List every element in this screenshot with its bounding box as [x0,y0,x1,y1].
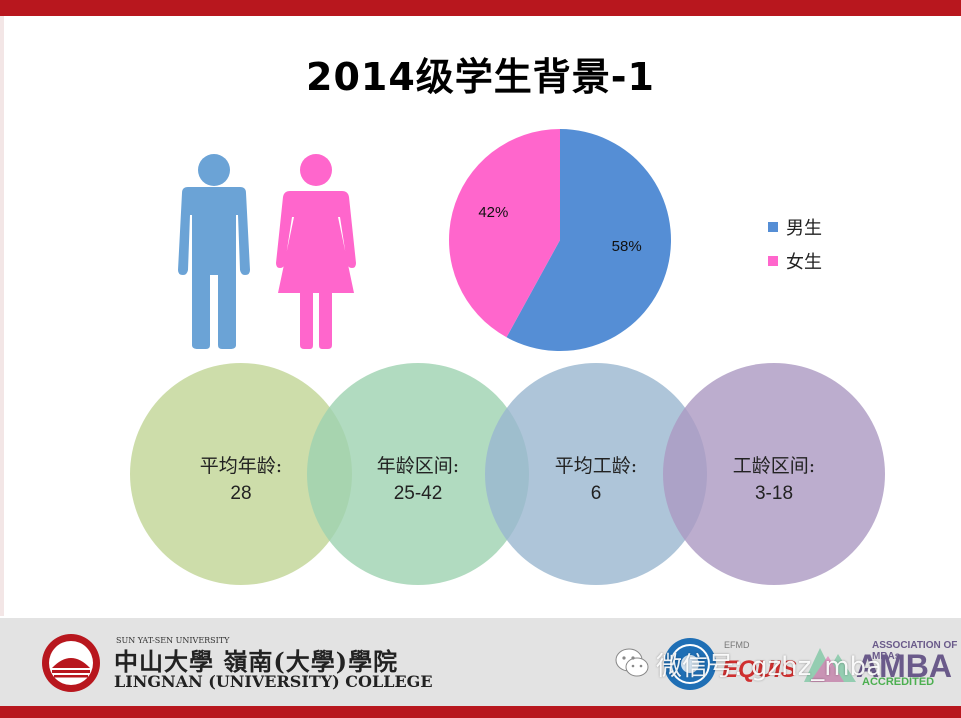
wechat-icon [615,648,649,677]
amba-association-label: ASSOCIATION OF MBAs [872,640,958,662]
stat-age-range-label: 年龄区间: [376,455,460,477]
stat-circle-avg-age [130,363,352,585]
gender-pie-chart: 58% 42% [448,129,671,351]
stat-circle-work-range [663,363,885,585]
stat-circle-age-range [307,363,529,585]
amba-label: AMBA [856,648,952,684]
stat-avg-age-value: 28 [230,483,252,504]
stat-avg-work: 平均工龄: 6 [506,452,686,508]
university-emblem-logo [42,634,100,692]
legend-swatch-male [768,222,778,232]
equis-badge-logo [664,638,716,690]
university-name-small: SUN YAT-SEN UNIVERSITY [116,636,230,645]
stat-work-range-label: 工龄区间: [732,455,816,477]
legend-swatch-female [768,256,778,266]
efmd-label: EFMD [724,640,750,650]
amba-logo-shape [804,648,856,682]
university-name-chinese: 中山大學 嶺南(大學)學院 [114,647,399,676]
legend-item-female: 女生 [768,244,822,278]
legend-label-male: 男生 [786,218,822,239]
pie-slice-1 [448,129,560,338]
stat-avg-work-value: 6 [590,483,602,504]
stat-avg-work-label: 平均工龄: [554,455,638,477]
left-edge-line [0,16,4,616]
pie-slice-label-1: 42% [478,204,508,221]
pie-slice-label-0: 58% [612,238,642,255]
female-person-icon [276,154,356,349]
legend-item-male: 男生 [768,210,822,244]
pie-slice-0 [506,129,671,351]
stat-age-range: 年龄区间: 25-42 [328,452,508,508]
male-person-icon [178,154,250,349]
bottom-red-bar [0,706,961,718]
university-name-english: LINGNAN (UNIVERSITY) COLLEGE [114,672,433,691]
gender-figures [178,154,356,349]
slide-title: 2014级学生背景-1 [306,55,655,99]
legend-label-female: 女生 [786,252,822,273]
stat-work-range-value: 3-18 [754,483,794,504]
wechat-watermark: 微信号: gzhz_mba [656,652,883,682]
amba-accredited-label: ACCREDITED [862,676,935,688]
stat-avg-age: 平均年龄: 28 [151,452,331,508]
footer-band [0,618,961,706]
stat-age-range-value: 25-42 [393,483,443,504]
stat-circle-avg-work [485,363,707,585]
top-red-bar [0,0,961,16]
pie-legend: 男生 女生 [768,210,822,278]
stat-work-range: 工龄区间: 3-18 [684,452,864,508]
equis-label: EQUIS [722,656,797,683]
stat-avg-age-label: 平均年龄: [199,455,283,477]
stats-circles [130,363,885,585]
